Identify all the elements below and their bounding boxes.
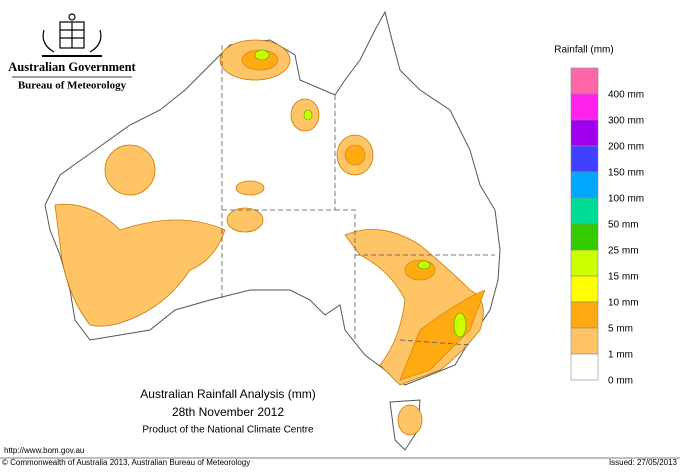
legend-label: 0 mm [608, 376, 633, 387]
legend-label: 15 mm [608, 272, 639, 283]
legend: 400 mm 300 mm 200 mm 150 mm 100 mm 50 mm 25 mm… [570, 67, 644, 387]
legend-swatch [570, 301, 599, 329]
legend-label: 200 mm [608, 142, 644, 153]
legend-swatch [570, 353, 599, 381]
map-title: Australian Rainfall Analysis (mm) [140, 387, 315, 401]
agency-name: Bureau of Meteorology [18, 80, 127, 92]
legend-label: 25 mm [608, 246, 639, 257]
footer-url: http://www.bom.gov.au [4, 446, 84, 455]
legend-swatch [570, 327, 599, 355]
legend-label: 5 mm [608, 324, 633, 335]
footer-copyright: © Commonwealth of Australia 2013, Austra… [2, 458, 250, 467]
legend-label: 100 mm [608, 194, 644, 205]
legend-label: 300 mm [608, 116, 644, 127]
legend-swatch [570, 119, 599, 147]
legend-label: 10 mm [608, 298, 639, 309]
map-product: Product of the National Climate Centre [142, 425, 314, 436]
legend-swatch [570, 249, 599, 277]
legend-label: 50 mm [608, 220, 639, 231]
government-name: Australian Government [8, 60, 136, 74]
map [44, 10, 501, 451]
map-date: 28th November 2012 [172, 405, 284, 419]
legend-label: 400 mm [608, 90, 644, 101]
legend-swatch [570, 223, 599, 251]
legend-swatch [570, 67, 599, 95]
legend-swatch [570, 275, 599, 303]
legend-swatch [570, 145, 599, 173]
legend-title: Rainfall (mm) [554, 45, 613, 56]
legend-swatch [570, 93, 599, 121]
crest [42, 13, 102, 57]
footer-issued: Issued: 27/05/2013 [609, 458, 678, 467]
legend-label: 150 mm [608, 168, 644, 179]
legend-swatch [570, 197, 599, 225]
legend-swatch [570, 171, 599, 199]
legend-label: 1 mm [608, 350, 633, 361]
